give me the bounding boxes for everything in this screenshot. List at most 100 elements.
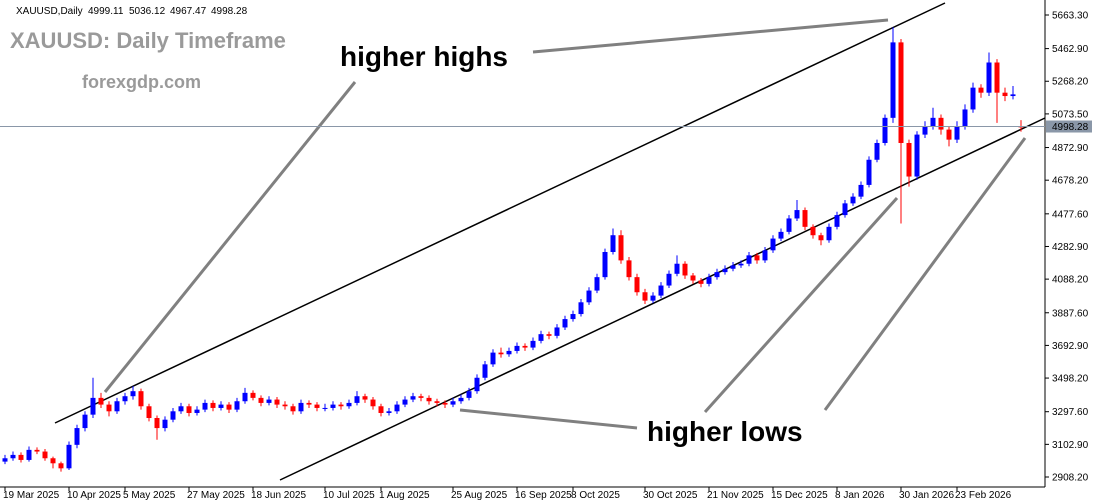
candle-body	[10, 454, 16, 459]
candle-body	[42, 451, 48, 459]
candle-body	[914, 134, 920, 177]
candle-body	[362, 396, 368, 400]
candle-body	[242, 392, 248, 402]
y-tick-label: 4678.20	[1052, 176, 1089, 187]
candle-body	[794, 210, 800, 219]
y-tick-label: 4872.90	[1052, 143, 1089, 154]
y-tick-label: 3887.60	[1052, 308, 1089, 319]
x-tick-label: 1 Aug 2025	[379, 490, 430, 501]
candle-body	[722, 268, 728, 273]
candle-body	[538, 334, 544, 341]
candle-body	[570, 314, 576, 320]
candle-body	[330, 404, 336, 408]
candle-body	[714, 272, 720, 278]
candle-body	[450, 401, 456, 405]
candle-body	[434, 401, 440, 403]
candle-body	[34, 449, 40, 452]
candle-body	[418, 396, 424, 398]
y-tick-label: 5268.20	[1052, 77, 1089, 88]
candle-body	[642, 292, 648, 301]
candle-body	[610, 235, 616, 252]
y-tick-label: 4282.90	[1052, 242, 1089, 253]
candle-body	[322, 407, 328, 409]
candle-body	[850, 196, 856, 204]
candle-body	[762, 250, 768, 261]
candle-body	[250, 392, 256, 398]
x-tick-label: 27 May 2025	[187, 490, 245, 501]
candle-body	[170, 411, 176, 420]
candle-body	[130, 391, 136, 397]
x-tick-label: 18 Jun 2025	[251, 490, 306, 501]
candle-body	[210, 402, 216, 408]
pointer	[703, 196, 899, 414]
candle-body	[522, 345, 528, 348]
annotation: higher highs	[340, 41, 508, 72]
candle-body	[874, 142, 880, 160]
candle-body	[922, 126, 928, 135]
candle-body	[706, 277, 712, 284]
pointer	[103, 81, 357, 393]
candle-body	[626, 260, 632, 278]
candle-body	[394, 404, 400, 412]
candle-body	[482, 364, 488, 378]
candle-body	[866, 159, 872, 185]
candle-body	[114, 401, 120, 412]
candle-body	[938, 117, 944, 130]
candle-body	[74, 428, 80, 445]
candle-body	[354, 396, 360, 403]
pointer	[459, 408, 638, 430]
candle-body	[202, 402, 208, 410]
candle-body	[682, 263, 688, 276]
x-tick-label: 30 Oct 2025	[643, 490, 698, 501]
candle-body	[410, 396, 416, 400]
candle-body	[530, 340, 536, 348]
candle-body	[154, 418, 160, 429]
candle-body	[954, 126, 960, 140]
candle-body	[906, 142, 912, 177]
candle-body	[994, 62, 1000, 93]
candle-body	[146, 406, 152, 419]
candle-body	[818, 235, 824, 241]
annotation-pointers	[103, 18, 1027, 430]
candle-body	[730, 265, 736, 269]
candle-body	[50, 458, 56, 464]
candle-body	[618, 235, 624, 261]
candle-body	[274, 399, 280, 405]
candle-body	[218, 404, 224, 408]
candle-body	[122, 396, 128, 402]
symbol: XAUUSD,Daily	[16, 6, 83, 17]
y-tick-label: 3102.90	[1052, 440, 1089, 451]
high: 5036.12	[129, 6, 166, 17]
candle-body	[138, 391, 144, 407]
candle-body	[234, 401, 240, 410]
y-tick-label: 5073.50	[1052, 109, 1089, 120]
candle-body	[826, 226, 832, 241]
open: 4999.11	[88, 6, 124, 17]
x-tick-label: 16 Sep 2025	[515, 490, 572, 501]
pointer	[823, 137, 1027, 411]
candle-body	[258, 397, 264, 403]
x-tick-label: 25 Aug 2025	[451, 490, 508, 501]
candle-body	[842, 203, 848, 216]
y-tick-label: 2908.20	[1052, 473, 1089, 484]
candle-body	[474, 377, 480, 392]
candle-body	[962, 109, 968, 127]
upper-channel-line	[54, 2, 946, 424]
y-tick-label: 3692.90	[1052, 341, 1089, 352]
candle-body	[698, 280, 704, 284]
candle-body	[858, 184, 864, 197]
candle-body	[194, 409, 200, 413]
candle-body	[442, 402, 448, 405]
x-tick-label: 10 Apr 2025	[67, 490, 121, 501]
chart-title: XAUUSD: Daily Timeframe	[10, 28, 286, 53]
y-tick-label: 4477.60	[1052, 209, 1089, 220]
candle-body	[578, 302, 584, 315]
candle-body	[778, 231, 784, 239]
candle-body	[490, 352, 496, 365]
x-tick-label: 8 Oct 2025	[571, 490, 620, 501]
x-tick-label: 21 Nov 2025	[707, 490, 764, 501]
x-tick-label: 5 May 2025	[123, 490, 176, 501]
candle-body	[290, 406, 296, 412]
candle-body	[986, 62, 992, 93]
